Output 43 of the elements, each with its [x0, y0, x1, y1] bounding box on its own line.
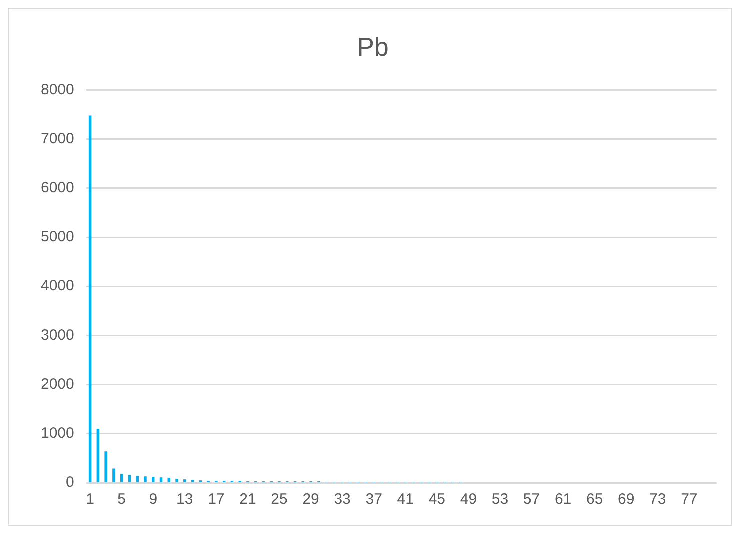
x-tick-label: 77	[681, 491, 698, 508]
x-tick-label: 13	[176, 491, 194, 508]
x-tick-label: 57	[523, 491, 540, 508]
x-tick-label: 53	[492, 491, 509, 508]
x-tick-label: 25	[271, 491, 288, 508]
bar	[184, 480, 186, 482]
x-tick-label: 1	[86, 491, 94, 508]
chart-title: Pb	[357, 32, 389, 62]
y-tick-label: 5000	[40, 228, 74, 246]
y-tick-label: 0	[66, 474, 74, 492]
y-tick-label: 7000	[40, 130, 74, 148]
bar	[112, 468, 116, 482]
x-tick-label: 73	[650, 491, 666, 508]
x-tick-label: 33	[334, 491, 351, 508]
x-tick-label: 17	[208, 491, 225, 508]
bar	[120, 474, 124, 482]
x-tick-label: 41	[397, 491, 414, 508]
bar	[104, 452, 108, 482]
bar	[136, 476, 139, 482]
bar	[88, 116, 92, 482]
y-tick-label: 6000	[40, 180, 74, 197]
bar	[128, 475, 132, 482]
bar	[160, 478, 163, 482]
bar	[152, 477, 155, 482]
x-tick-label: 37	[366, 491, 382, 508]
x-tick-label: 21	[240, 491, 256, 508]
x-tick-label: 29	[302, 491, 320, 508]
bar	[168, 478, 171, 482]
y-tick-label: 4000	[40, 278, 74, 295]
x-tick-label: 49	[460, 491, 478, 508]
x-tick-label: 5	[118, 491, 126, 508]
x-tick-label: 45	[428, 491, 446, 508]
y-tick-label: 1000	[40, 425, 74, 442]
x-tick-label: 9	[149, 491, 158, 508]
x-tick-label: 65	[586, 491, 604, 508]
bar	[176, 479, 178, 482]
bar	[96, 428, 100, 482]
y-tick-label: 8000	[40, 81, 74, 98]
bar	[144, 476, 147, 482]
y-tick-label: 3000	[40, 326, 74, 344]
y-tick-label: 2000	[40, 376, 74, 393]
x-tick-label: 61	[554, 491, 572, 508]
x-tick-label: 69	[618, 491, 635, 508]
